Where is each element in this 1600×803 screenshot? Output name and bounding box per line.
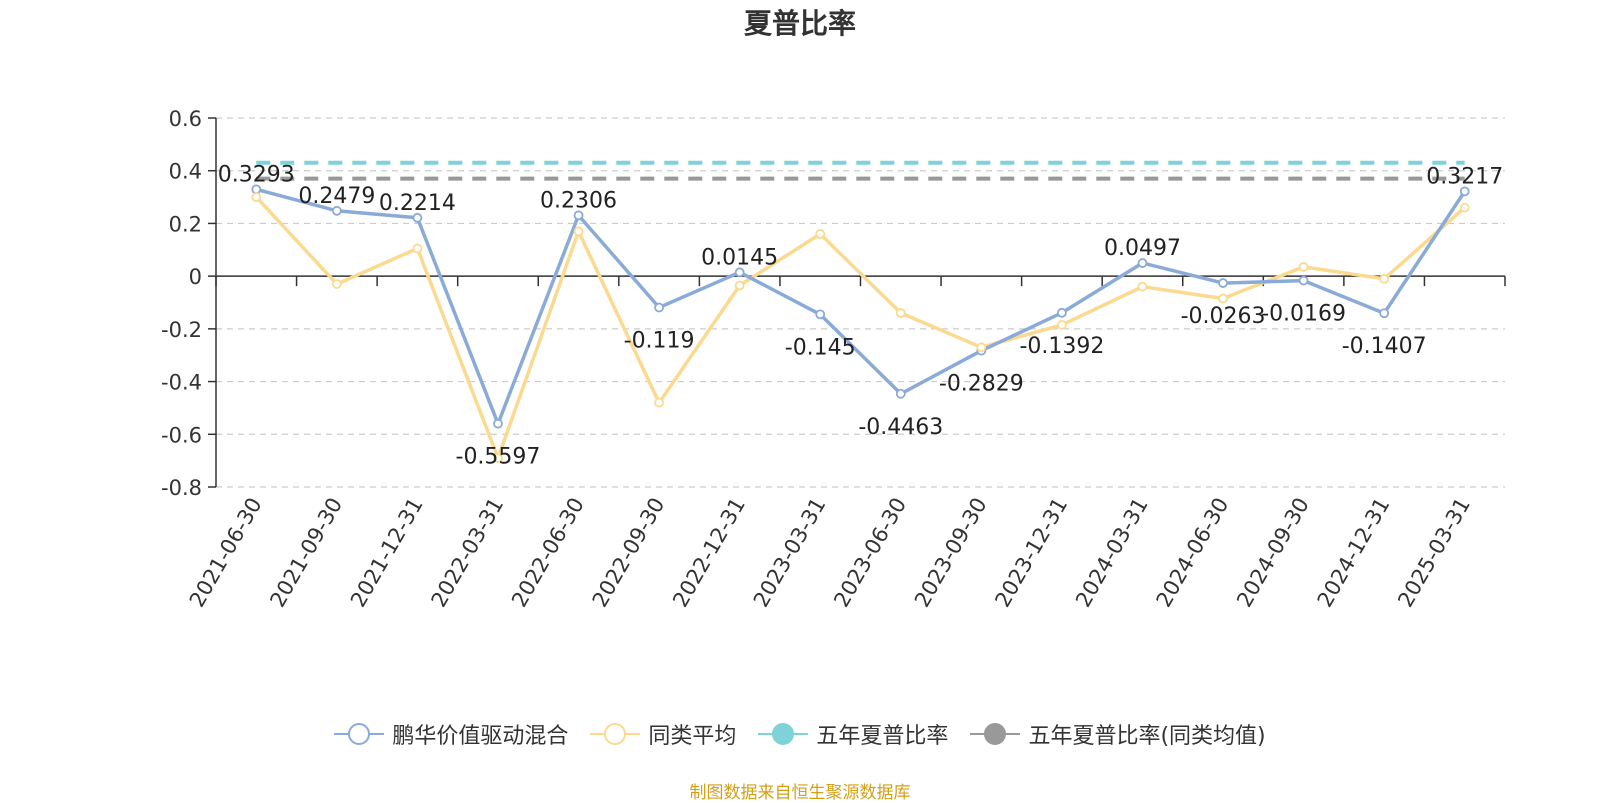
y-tick-label: -0.4 xyxy=(161,371,202,395)
x-tick-label: 2023-06-30 xyxy=(829,494,911,612)
data-point xyxy=(573,226,584,237)
x-tick-label: 2025-03-31 xyxy=(1393,494,1475,612)
data-label: -0.5597 xyxy=(456,445,541,470)
data-label: -0.2829 xyxy=(939,372,1024,397)
data-point xyxy=(1218,278,1228,288)
legend-marker-icon xyxy=(758,723,809,745)
data-label: 0.2479 xyxy=(298,184,375,209)
legend-label: 鹏华价值驱动混合 xyxy=(392,724,569,749)
data-point xyxy=(251,192,262,202)
x-tick-label: 2024-06-30 xyxy=(1152,494,1234,612)
data-point xyxy=(654,302,664,313)
x-tick-label: 2021-06-30 xyxy=(185,494,267,612)
x-tick-label: 2022-09-30 xyxy=(588,494,670,612)
data-point xyxy=(1137,258,1148,268)
data-label: -0.1407 xyxy=(1342,334,1427,359)
data-point xyxy=(493,453,503,463)
x-tick-label: 2024-09-30 xyxy=(1232,494,1314,612)
series-lines xyxy=(255,187,1467,460)
x-tick-label: 2022-03-31 xyxy=(426,494,508,612)
data-label: 0.3217 xyxy=(1426,164,1503,189)
x-tick-label: 2022-06-30 xyxy=(507,494,589,612)
data-label: 0.2214 xyxy=(379,191,456,216)
y-tick-label: -0.2 xyxy=(161,318,202,342)
data-label: 0.2306 xyxy=(540,188,617,213)
data-point xyxy=(1057,307,1067,318)
legend-item[interactable]: 五年夏普比率(同类均值) xyxy=(970,718,1266,750)
legend-marker-icon xyxy=(590,723,641,745)
data-point xyxy=(1459,202,1470,213)
legend-label: 五年夏普比率(同类均值) xyxy=(1028,724,1266,749)
legend-label: 五年夏普比率 xyxy=(816,724,949,749)
data-point xyxy=(1459,186,1470,197)
data-label: -0.4463 xyxy=(858,415,943,440)
data-point xyxy=(815,229,826,239)
data-point xyxy=(1298,275,1309,286)
y-tick-label: 0.4 xyxy=(169,160,202,184)
legend-marker-icon xyxy=(970,723,1021,745)
legend-marker-icon xyxy=(334,723,385,745)
x-tick-label: 2024-03-31 xyxy=(1071,494,1153,612)
reference-lines xyxy=(256,160,1465,181)
data-point xyxy=(815,309,826,320)
y-tick-label: -0.6 xyxy=(161,423,202,447)
legend-label: 同类平均 xyxy=(648,724,737,749)
data-point xyxy=(331,205,342,216)
data-label: -0.0169 xyxy=(1261,302,1346,327)
x-tick-label: 2021-12-31 xyxy=(346,494,428,612)
x-tick-label: 2023-12-31 xyxy=(990,494,1072,612)
data-point xyxy=(493,418,503,429)
data-label: 0.0145 xyxy=(701,245,778,270)
chart-title: 夏普比率 xyxy=(743,7,856,40)
y-tick-label: 0.6 xyxy=(169,107,202,131)
data-point xyxy=(1379,273,1390,284)
data-point xyxy=(654,397,664,408)
source-note: 制图数据来自恒生聚源数据库 xyxy=(689,783,911,803)
x-tick-label: 2024-12-31 xyxy=(1313,494,1395,612)
data-points xyxy=(251,184,1470,463)
data-point xyxy=(412,243,423,254)
data-point xyxy=(331,279,342,289)
x-tick-label: 2023-03-31 xyxy=(749,494,831,612)
series-line xyxy=(255,187,1467,426)
data-point xyxy=(895,388,906,399)
data-point xyxy=(895,308,906,318)
data-point xyxy=(1218,293,1228,304)
legend-item[interactable]: 鹏华价值驱动混合 xyxy=(334,718,568,750)
y-tick-label: -0.8 xyxy=(161,476,202,500)
data-point xyxy=(573,210,584,221)
y-tick-label: 0.2 xyxy=(169,212,202,236)
data-point xyxy=(1137,281,1148,292)
y-tick-label: 0 xyxy=(189,265,202,289)
legend-item[interactable]: 五年夏普比率 xyxy=(758,718,948,750)
data-point xyxy=(1057,320,1067,330)
data-label: -0.145 xyxy=(785,335,856,360)
x-tick-label: 2023-09-30 xyxy=(910,494,992,612)
legend-item[interactable]: 同类平均 xyxy=(590,718,736,750)
legend: 鹏华价值驱动混合 同类平均 五年夏普比率 五年夏普比率(同类均值) xyxy=(0,718,1600,750)
data-point xyxy=(1379,308,1390,319)
data-label: -0.0263 xyxy=(1181,304,1266,329)
x-tick-label: 2021-09-30 xyxy=(265,494,347,612)
data-label: 0.3293 xyxy=(218,162,295,187)
data-point xyxy=(976,342,987,353)
data-label: 0.0497 xyxy=(1104,236,1181,261)
x-tick-label: 2022-12-31 xyxy=(668,494,750,612)
data-point xyxy=(1298,262,1309,272)
data-label: -0.1392 xyxy=(1019,334,1104,359)
data-point xyxy=(412,212,423,223)
data-point xyxy=(734,280,745,291)
data-point xyxy=(734,267,745,278)
data-label: -0.119 xyxy=(624,329,695,354)
